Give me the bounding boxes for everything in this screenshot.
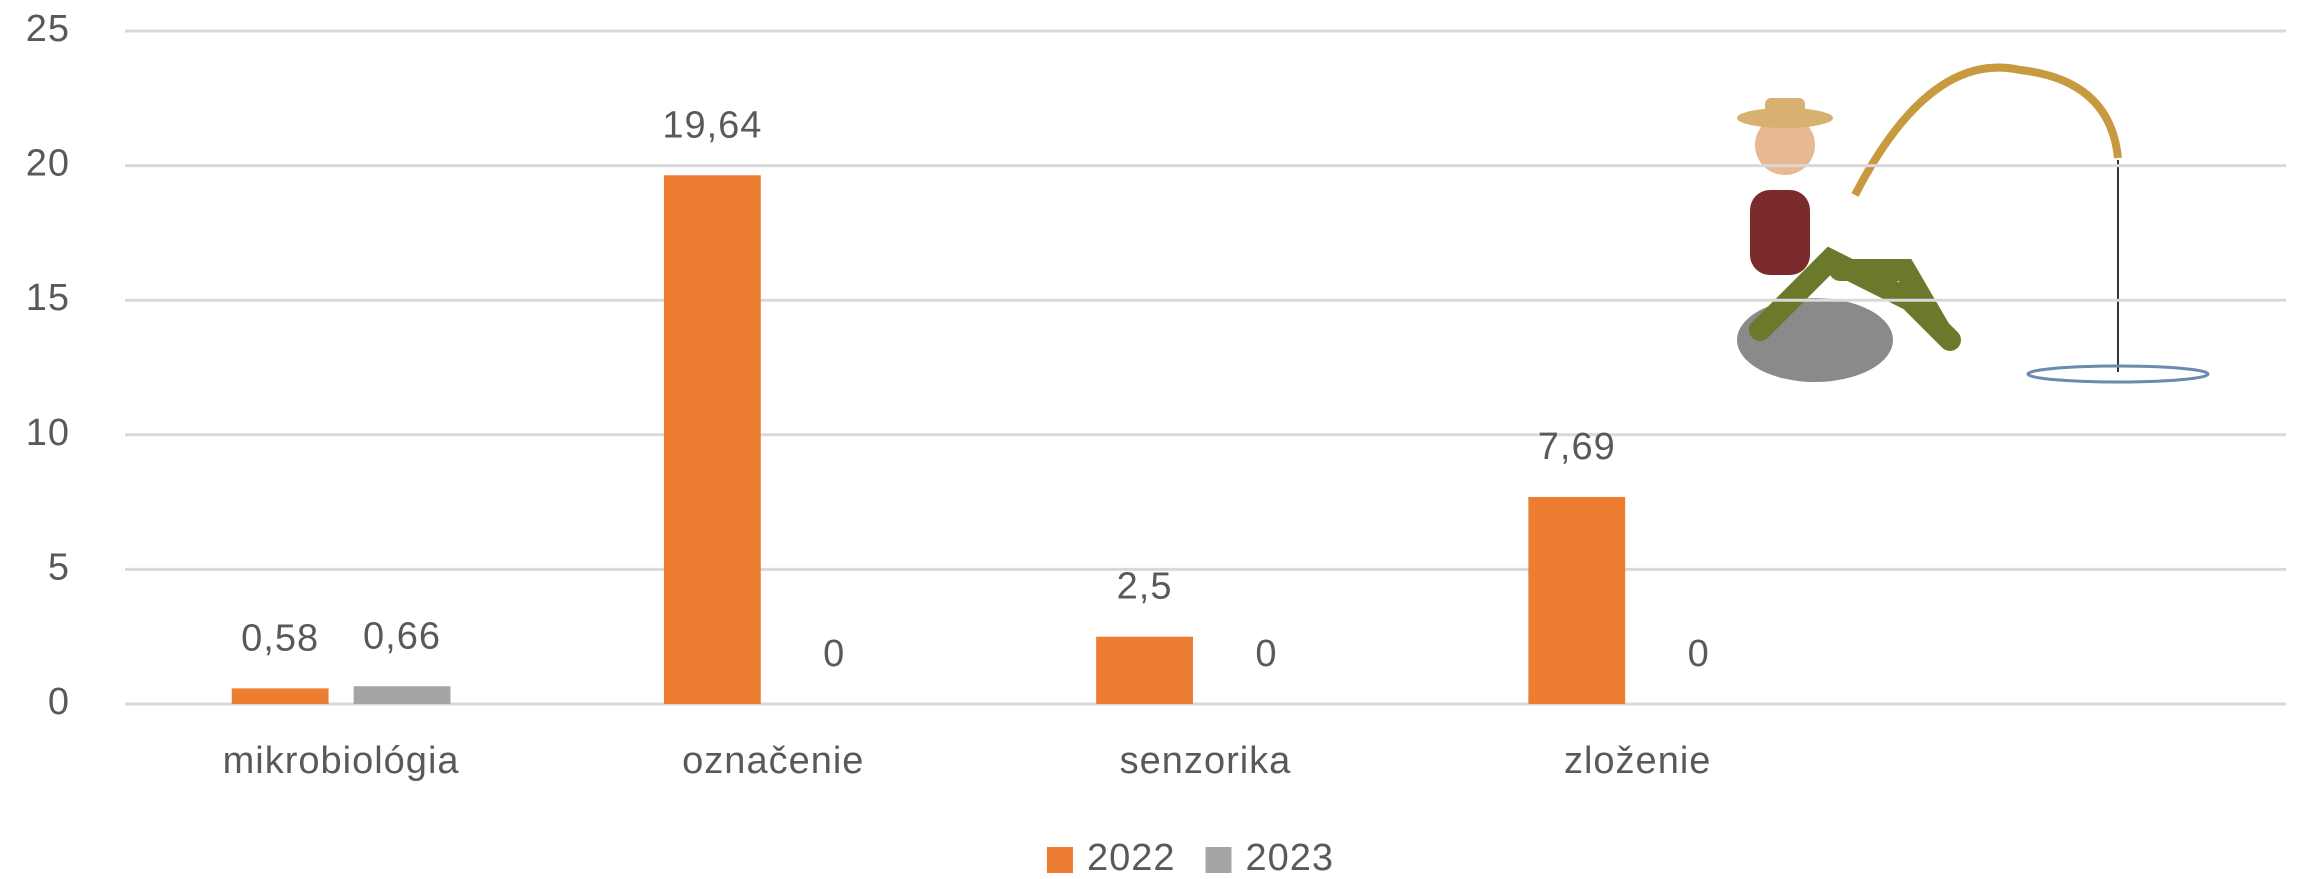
y-tick-label: 20 xyxy=(26,143,70,185)
x-tick-label: zloženie xyxy=(1564,740,1711,782)
legend-swatch xyxy=(1205,847,1232,873)
data-label: 19,64 xyxy=(662,104,762,146)
bar xyxy=(1096,636,1193,704)
data-label: 0 xyxy=(823,633,845,675)
data-label: 0,66 xyxy=(363,615,441,657)
data-label: 0,58 xyxy=(241,617,319,659)
y-tick-label: 15 xyxy=(26,277,70,319)
bar xyxy=(1528,496,1626,704)
y-tick-label: 5 xyxy=(48,546,70,588)
bar xyxy=(663,175,761,704)
data-label: 0 xyxy=(1255,633,1277,675)
x-tick-label: označenie xyxy=(682,740,864,782)
data-label: 0 xyxy=(1688,633,1710,675)
legend-swatch xyxy=(1046,847,1073,873)
bar xyxy=(353,686,451,704)
bar xyxy=(231,688,329,704)
y-tick-label: 25 xyxy=(26,8,70,50)
legend-label: 2023 xyxy=(1246,837,1335,879)
x-tick-label: mikrobiológia xyxy=(223,740,460,782)
x-tick-label: senzorika xyxy=(1120,740,1292,782)
y-tick-label: 10 xyxy=(26,412,70,454)
data-label: 2,5 xyxy=(1117,566,1173,608)
data-label: 7,69 xyxy=(1538,426,1616,468)
y-tick-label: 0 xyxy=(48,681,70,723)
fisherman-illustration xyxy=(1737,63,2210,384)
legend-label: 2022 xyxy=(1087,837,1176,879)
